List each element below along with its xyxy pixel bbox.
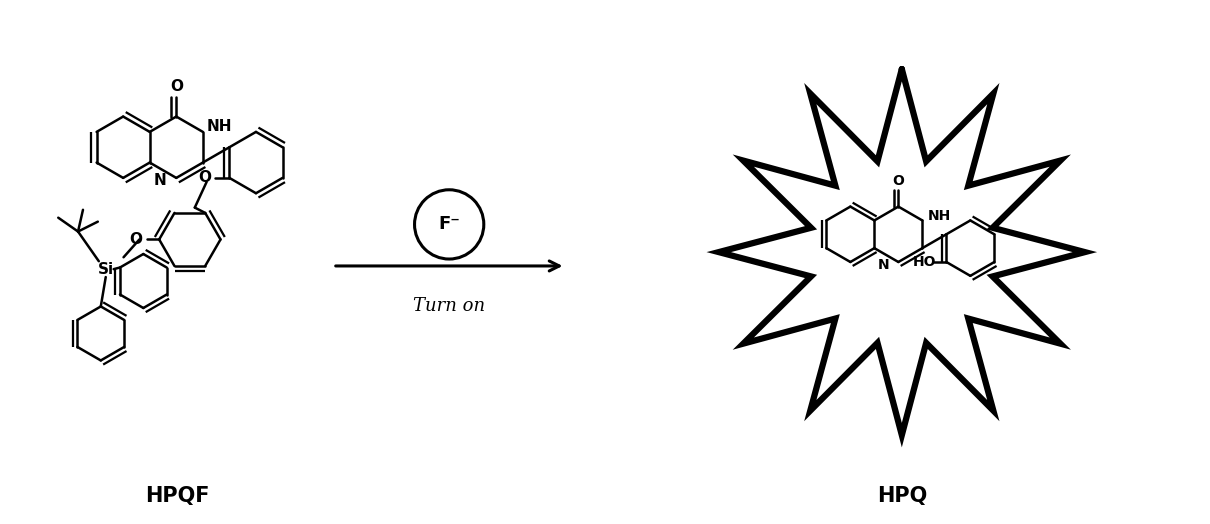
Text: Si: Si [98, 261, 114, 277]
Text: O: O [893, 174, 904, 188]
Text: O: O [169, 79, 183, 94]
Text: Turn on: Turn on [413, 297, 485, 314]
Text: HO: HO [912, 255, 937, 269]
Polygon shape [719, 69, 1085, 435]
Text: HPQ: HPQ [877, 486, 927, 507]
Text: N: N [877, 258, 889, 272]
Text: F⁻: F⁻ [438, 215, 460, 233]
Text: NH: NH [928, 210, 951, 224]
Text: O: O [198, 170, 212, 185]
Text: O: O [129, 232, 142, 247]
Text: NH: NH [207, 119, 232, 135]
Text: N: N [154, 173, 167, 188]
Text: HPQF: HPQF [145, 486, 209, 507]
